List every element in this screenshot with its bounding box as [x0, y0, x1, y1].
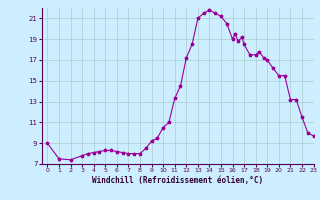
X-axis label: Windchill (Refroidissement éolien,°C): Windchill (Refroidissement éolien,°C) — [92, 176, 263, 185]
